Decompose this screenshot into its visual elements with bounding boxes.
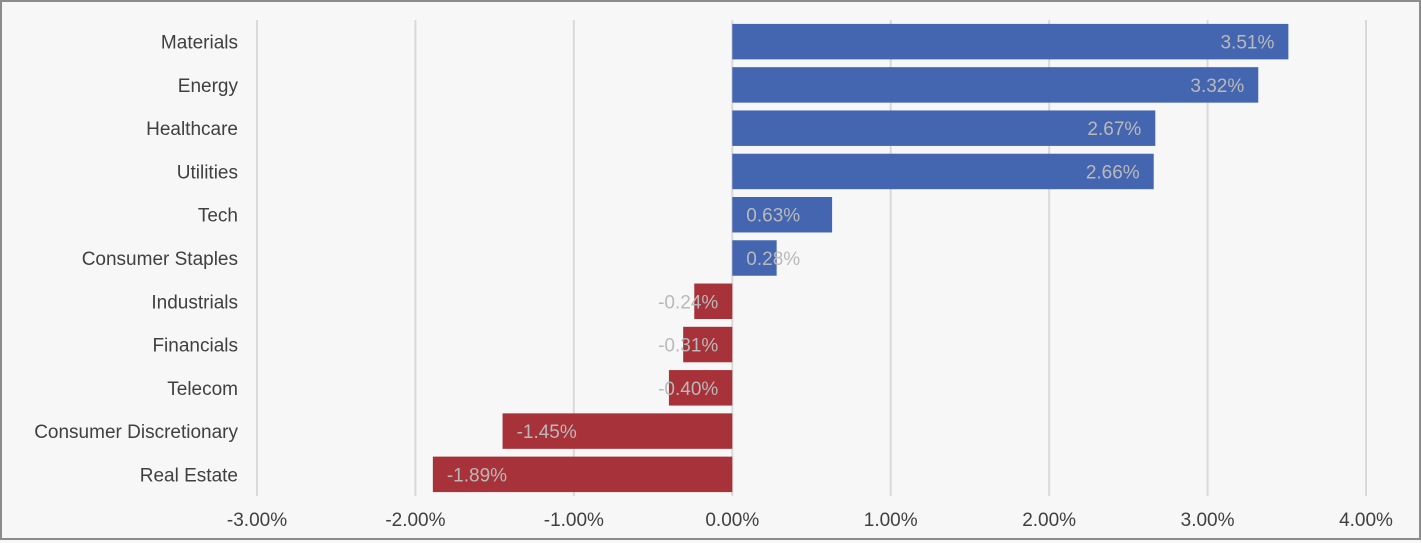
bar xyxy=(732,240,777,276)
data-label: 0.28% xyxy=(746,249,800,270)
data-label: 2.67% xyxy=(1087,119,1141,140)
category-label: Materials xyxy=(161,33,238,54)
data-label: -1.89% xyxy=(447,465,507,486)
x-tick-label: -3.00% xyxy=(227,510,287,531)
data-label: -1.45% xyxy=(517,422,577,443)
bar xyxy=(668,370,733,406)
category-label: Real Estate xyxy=(140,465,238,486)
bar xyxy=(732,67,1259,103)
x-tick-label: 2.00% xyxy=(1022,510,1076,531)
category-label: Consumer Staples xyxy=(82,249,238,270)
category-label: Utilities xyxy=(177,162,238,183)
data-label: 2.66% xyxy=(1086,162,1140,183)
x-axis-tick-labels: -3.00% -2.00% -1.00% 0.00% 1.00% 2.00% 3.00% 4.… xyxy=(227,510,1393,531)
bar xyxy=(732,110,1156,146)
category-label: Industrials xyxy=(151,292,238,313)
data-label: -0.31% xyxy=(658,336,718,357)
x-tick-label: -2.00% xyxy=(385,510,445,531)
x-tick-label: 1.00% xyxy=(864,510,918,531)
data-label: -0.24% xyxy=(658,292,718,313)
x-tick-label: 0.00% xyxy=(705,510,759,531)
category-label: Financials xyxy=(152,336,238,357)
bar-layer xyxy=(432,23,1289,493)
bar xyxy=(683,326,733,363)
category-label: Consumer Discretionary xyxy=(34,422,238,443)
data-label: 3.51% xyxy=(1220,33,1274,54)
bar xyxy=(694,283,733,320)
category-label: Energy xyxy=(178,76,239,97)
bar xyxy=(502,413,733,449)
bar xyxy=(432,456,733,493)
x-tick-label: 3.00% xyxy=(1181,510,1235,531)
bar xyxy=(732,196,833,233)
data-labels: 3.51% 3.32% 2.67% 2.66% 0.63% 0.28% -0.24% -0.3… xyxy=(447,33,1275,487)
category-label: Tech xyxy=(198,206,238,227)
data-label: 3.32% xyxy=(1190,76,1244,97)
bar xyxy=(732,23,1289,60)
data-label: 0.63% xyxy=(746,206,800,227)
data-label: -0.40% xyxy=(658,379,718,400)
bar xyxy=(732,153,1154,190)
category-label: Healthcare xyxy=(146,119,238,140)
category-labels: Materials Energy Healthcare Utilities Tech Co… xyxy=(34,33,238,487)
x-tick-label: -1.00% xyxy=(544,510,604,531)
x-tick-label: 4.00% xyxy=(1339,510,1393,531)
category-label: Telecom xyxy=(167,379,238,400)
